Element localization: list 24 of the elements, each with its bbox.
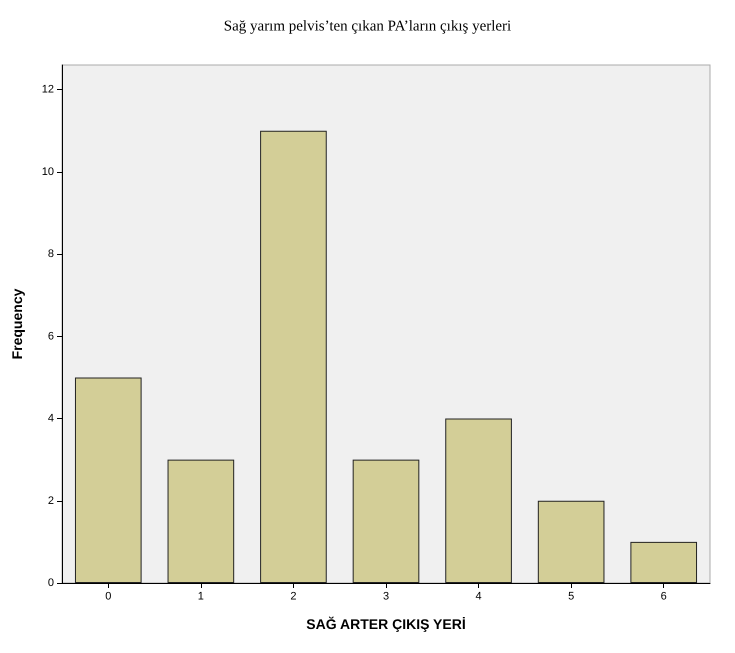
x-tick-label: 2	[290, 590, 296, 602]
bar	[168, 460, 234, 583]
x-tick-label: 4	[476, 590, 482, 602]
y-tick-label: 8	[48, 248, 54, 260]
y-tick-label: 12	[42, 84, 54, 96]
y-tick-label: 0	[48, 577, 54, 589]
x-axis-title: SAĞ ARTER ÇIKIŞ YERİ	[306, 616, 466, 632]
y-tick-label: 4	[48, 412, 54, 425]
y-tick-label: 6	[48, 330, 54, 342]
bar	[445, 418, 512, 583]
bar	[352, 460, 420, 583]
x-tick-label: 6	[660, 590, 667, 602]
y-tick-label: 2	[48, 494, 54, 507]
y-axis-title: Frequency	[9, 288, 25, 360]
x-tick-label: 0	[105, 590, 112, 602]
x-tick-label: 5	[568, 590, 574, 602]
bar	[74, 377, 142, 583]
bar	[630, 542, 698, 583]
chart-title: Sağ yarım pelvis’ten çıkan PA’ların çıkış yerleri	[224, 18, 512, 34]
bar	[260, 130, 327, 583]
bar	[538, 500, 604, 583]
x-tick-label: 3	[382, 590, 390, 602]
x-tick-label: 1	[198, 590, 204, 602]
y-tick-label: 10	[42, 166, 54, 178]
